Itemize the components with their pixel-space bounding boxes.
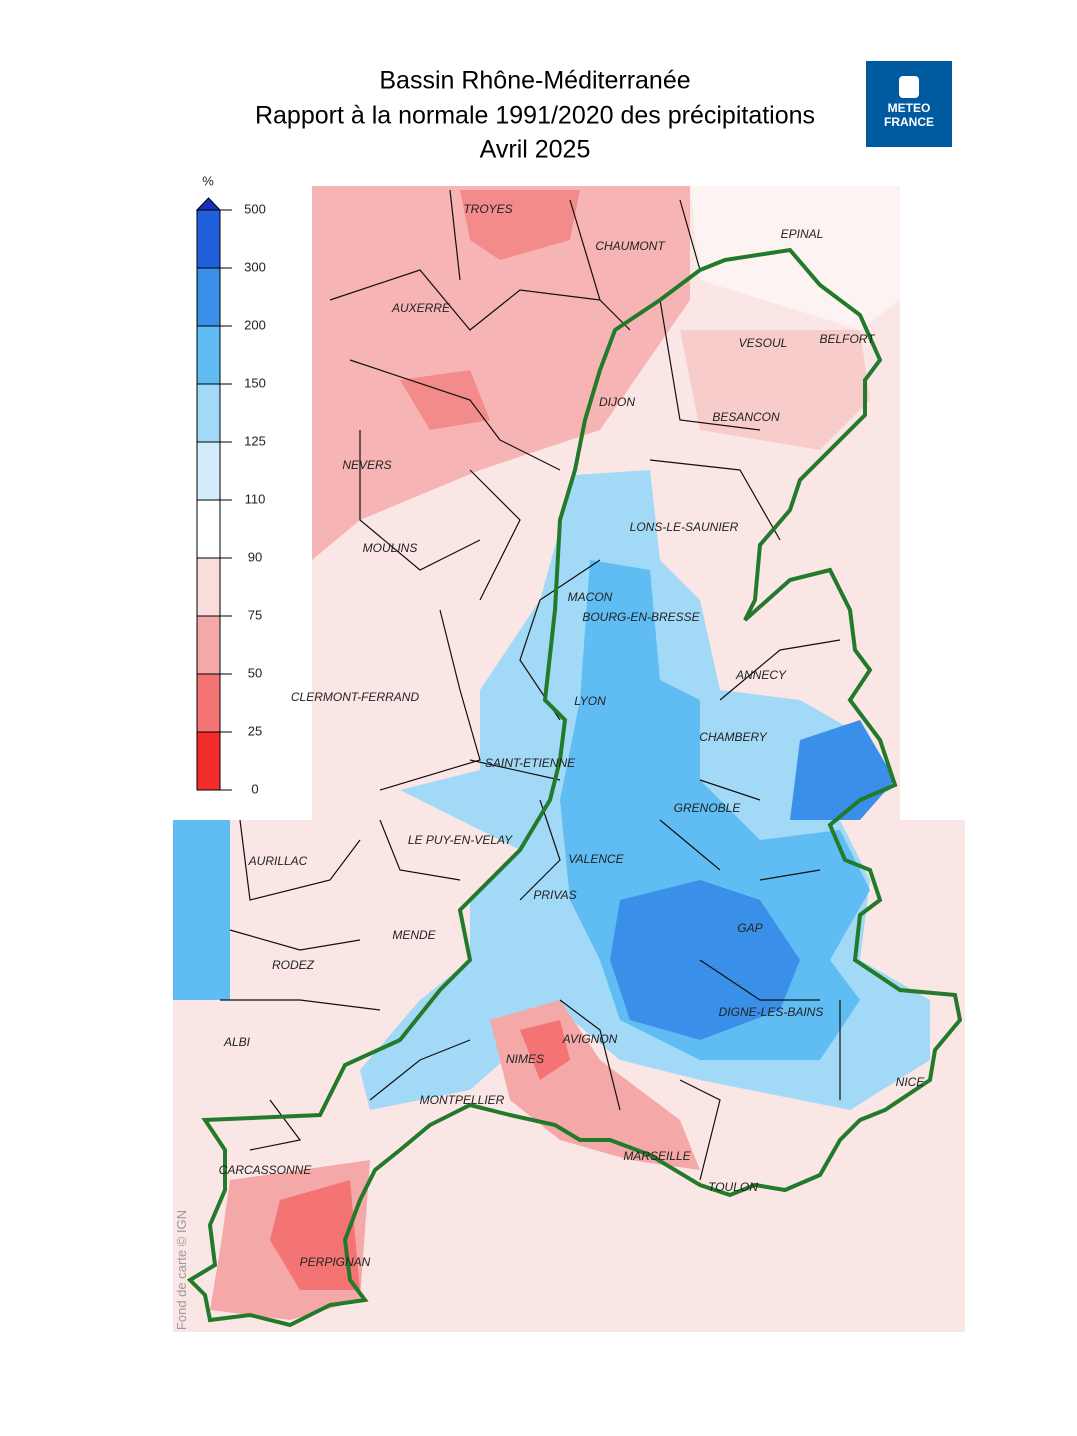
legend-tick-label: 200 [244,317,266,332]
logo: METEO FRANCE [866,61,952,147]
city-label: MARSEILLE [623,1149,691,1163]
city-label: AVIGNON [562,1032,618,1046]
city-label: MENDE [392,928,436,942]
city-label: CHAMBERY [699,730,768,744]
city-label: NIMES [506,1052,544,1066]
legend-swatch [196,441,221,501]
city-label: BESANCON [712,410,780,424]
title-line: Avril 2025 [480,136,591,164]
legend-swatch [196,325,221,385]
city-label: ALBI [223,1035,251,1049]
legend-tick-label: 300 [244,259,266,274]
city-label: MACON [568,590,613,604]
city-label: CLERMONT-FERRAND [291,690,420,704]
city-label: GAP [737,921,762,935]
city-label: MOULINS [363,541,418,555]
city-label: CARCASSONNE [219,1163,313,1177]
legend-tick-label: 75 [248,607,262,622]
legend-tick-label: 0 [251,781,258,796]
map: Fond de carte © IGN [173,186,965,1332]
city-label: NEVERS [342,458,391,472]
city-label: LE PUY-EN-VELAY [408,833,513,847]
legend-tick-label: 125 [244,433,266,448]
legend-swatch [196,615,221,675]
city-label: RODEZ [272,958,315,972]
city-label: LONS-LE-SAUNIER [630,520,739,534]
title-line: Bassin Rhône-Méditerranée [379,67,690,95]
credit: Fond de carte © IGN [174,1210,189,1330]
legend-tick-label: 110 [245,491,266,506]
city-label: EPINAL [781,227,824,241]
legend-swatch [196,209,221,269]
legend-tick-label: 90 [248,549,262,564]
city-label: TOULON [708,1180,758,1194]
city-label: NICE [896,1075,926,1089]
city-label: LYON [574,694,606,708]
legend-swatch [196,267,221,327]
legend: % 0 25 50 75 90 110 125 150 200 300 500 [195,173,266,796]
logo-text: FRANCE [884,115,934,129]
legend-tick-label: 150 [244,375,266,390]
legend-tick-label: 500 [244,201,266,216]
city-label: PERPIGNAN [300,1255,371,1269]
city-label: DIGNE-LES-BAINS [719,1005,824,1019]
legend-unit: % [202,173,214,188]
city-label: PRIVAS [533,888,576,902]
city-label: BELFORT [819,332,876,346]
city-label: AURILLAC [248,854,308,868]
city-label: TROYES [463,202,512,216]
city-label: GRENOBLE [674,801,742,815]
city-label: ANNECY [735,668,787,682]
legend-tick-label: 25 [248,723,262,738]
city-label: AUXERRE [391,301,451,315]
city-labels: TROYES CHAUMONT EPINAL AUXERRE VESOUL BELFORT… [219,202,926,1269]
title-line: Rapport à la normale 1991/2020 des préci… [255,102,815,130]
city-label: SAINT-ETIENNE [485,756,576,770]
legend-swatch [196,557,221,617]
legend-swatch [196,499,221,559]
legend-tick-label: 50 [248,665,262,680]
city-label: CHAUMONT [595,239,666,253]
basin-outline [186,247,963,1328]
city-label: VALENCE [568,852,624,866]
legend-overflow [195,197,222,211]
legend-swatch [196,731,221,791]
city-label: MONTPELLIER [420,1093,505,1107]
logo-text: METEO [888,101,931,115]
legend-swatch [196,383,221,443]
city-label: DIJON [599,395,635,409]
city-label: BOURG-EN-BRESSE [582,610,700,624]
city-label: VESOUL [739,336,788,350]
legend-swatch [196,673,221,733]
